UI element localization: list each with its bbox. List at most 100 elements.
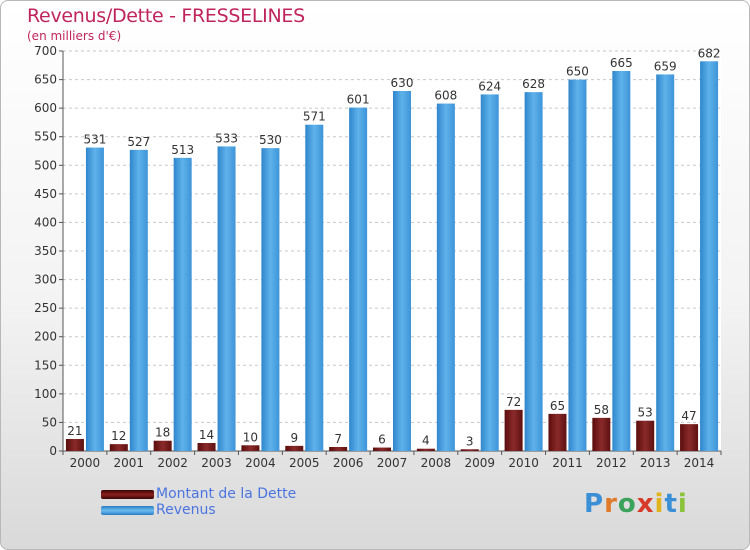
y-tick-label: 450 bbox=[34, 187, 57, 201]
data-label-revenue: 665 bbox=[610, 56, 633, 70]
bar-revenue bbox=[393, 91, 411, 451]
x-tick-label: 2004 bbox=[245, 456, 276, 470]
bar-debt bbox=[636, 420, 655, 451]
bar-revenue bbox=[524, 92, 543, 452]
x-tick-label: 2000 bbox=[70, 456, 101, 470]
bar-revenue bbox=[349, 107, 368, 452]
data-label-debt: 21 bbox=[67, 424, 82, 438]
x-tick-label: 2010 bbox=[508, 456, 539, 470]
bar-debt bbox=[680, 424, 699, 451]
legend-label-debt: Montant de la Dette bbox=[156, 486, 297, 502]
chart-legend: Montant de la Dette Revenus bbox=[101, 486, 296, 518]
plot-area: 0 50 100 150 200 250 300 350 400 450 500 550 600 650 7… bbox=[34, 44, 722, 470]
bar-revenue bbox=[700, 61, 719, 452]
x-tick-label: 2007 bbox=[377, 456, 408, 470]
x-tick-label: 2002 bbox=[157, 456, 188, 470]
data-label-revenue: 530 bbox=[259, 133, 282, 147]
bar-debt bbox=[592, 417, 611, 451]
x-tick-label: 2014 bbox=[684, 456, 715, 470]
data-label-revenue: 659 bbox=[654, 59, 677, 73]
x-tick-label: 2008 bbox=[421, 456, 452, 470]
legend-item-revenue: Revenus bbox=[101, 502, 296, 518]
data-label-debt: 18 bbox=[155, 426, 170, 440]
logo-letter: x bbox=[636, 489, 655, 519]
data-label-debt: 9 bbox=[290, 431, 298, 445]
x-tick-label: 2009 bbox=[464, 456, 495, 470]
logo-letter: o bbox=[617, 489, 637, 519]
bar-debt bbox=[197, 443, 216, 451]
x-tick-label: 2001 bbox=[114, 456, 145, 470]
bar-revenue bbox=[85, 147, 104, 452]
x-tick-label: 2005 bbox=[289, 456, 320, 470]
data-label-debt: 47 bbox=[681, 409, 696, 423]
y-tick-label: 250 bbox=[34, 301, 57, 315]
bar-revenue bbox=[612, 71, 631, 451]
logo-letter: r bbox=[604, 489, 618, 519]
data-label-debt: 7 bbox=[334, 432, 342, 446]
legend-swatch-debt bbox=[101, 489, 154, 499]
data-label-debt: 4 bbox=[422, 434, 430, 448]
bar-revenue bbox=[480, 94, 499, 451]
data-label-revenue: 533 bbox=[215, 131, 238, 145]
data-label-debt: 10 bbox=[243, 430, 258, 444]
y-tick-label: 0 bbox=[49, 444, 57, 458]
data-label-debt: 53 bbox=[638, 406, 653, 420]
data-label-revenue: 531 bbox=[83, 133, 106, 147]
data-label-revenue: 682 bbox=[698, 46, 721, 60]
data-label-revenue: 601 bbox=[347, 93, 370, 107]
x-tick-label: 2011 bbox=[552, 456, 583, 470]
data-label-debt: 14 bbox=[199, 428, 214, 442]
bar-revenue bbox=[436, 103, 455, 452]
logo-letter: t bbox=[664, 489, 678, 519]
y-tick-label: 200 bbox=[34, 330, 57, 344]
data-label-revenue: 630 bbox=[391, 76, 414, 90]
bar-debt bbox=[285, 445, 304, 451]
x-tick-label: 2012 bbox=[596, 456, 627, 470]
bar-debt bbox=[504, 409, 523, 451]
data-label-debt: 72 bbox=[506, 395, 521, 409]
bar-debt bbox=[460, 449, 479, 451]
logo-letter: i bbox=[654, 489, 665, 519]
data-label-revenue: 527 bbox=[127, 135, 150, 149]
bar-revenue bbox=[656, 74, 675, 451]
y-tick-label: 650 bbox=[34, 73, 57, 87]
y-tick-label: 550 bbox=[34, 130, 57, 144]
data-label-debt: 3 bbox=[466, 434, 474, 448]
chart-subtitle: (en milliers d'€) bbox=[27, 29, 122, 43]
data-label-debt: 6 bbox=[378, 433, 386, 447]
bar-debt bbox=[416, 448, 435, 451]
legend-swatch-revenue bbox=[101, 505, 154, 515]
y-tick-label: 100 bbox=[34, 387, 57, 401]
y-tick-label: 700 bbox=[34, 44, 57, 58]
chart-title: Revenus/Dette - FRESSELINES bbox=[27, 5, 305, 27]
y-tick-label: 150 bbox=[34, 358, 57, 372]
x-tick-label: 2013 bbox=[640, 456, 671, 470]
bar-revenue bbox=[261, 148, 280, 451]
bar-debt bbox=[329, 447, 348, 451]
bar-revenue bbox=[305, 124, 324, 451]
data-label-revenue: 608 bbox=[434, 89, 457, 103]
bar-debt bbox=[548, 413, 567, 451]
bar-debt bbox=[373, 447, 391, 451]
bar-debt bbox=[241, 445, 260, 451]
y-tick-label: 50 bbox=[42, 415, 57, 429]
x-tick-label: 2006 bbox=[333, 456, 364, 470]
bar-debt bbox=[65, 439, 84, 451]
bar-debt bbox=[153, 440, 172, 451]
y-tick-label: 600 bbox=[34, 101, 57, 115]
bar-revenue bbox=[129, 149, 148, 451]
data-label-revenue: 650 bbox=[566, 65, 589, 79]
data-label-revenue: 571 bbox=[303, 110, 326, 124]
legend-item-debt: Montant de la Dette bbox=[101, 486, 296, 502]
y-tick-label: 500 bbox=[34, 158, 57, 172]
data-label-debt: 65 bbox=[550, 399, 565, 413]
bar-revenue bbox=[568, 79, 587, 452]
y-tick-label: 350 bbox=[34, 244, 57, 258]
x-tick-label: 2003 bbox=[201, 456, 232, 470]
proxiti-logo: Proxiti bbox=[584, 489, 688, 519]
bar-revenue bbox=[173, 157, 192, 451]
data-label-revenue: 624 bbox=[478, 79, 501, 93]
data-label-revenue: 628 bbox=[522, 77, 545, 91]
